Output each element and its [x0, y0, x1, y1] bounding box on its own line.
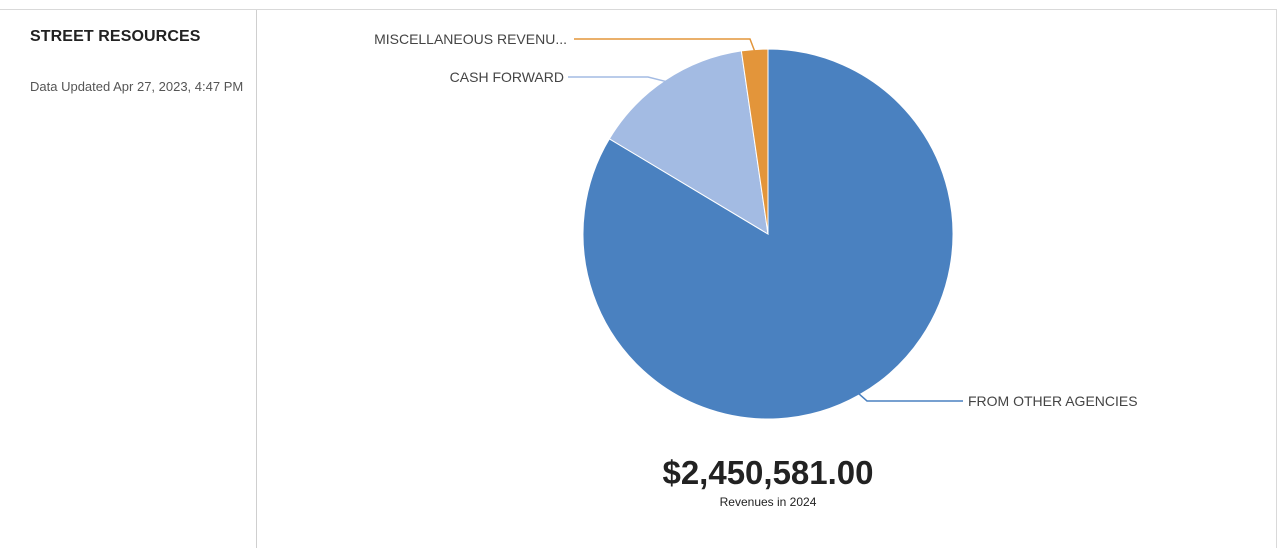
sidebar-title: STREET RESOURCES: [30, 28, 201, 45]
callout-line: [568, 76, 667, 83]
pie-chart: FROM OTHER AGENCIES CASH FORWARD MISCELLAN…: [374, 31, 1138, 420]
slice-label: CASH FORWARD: [450, 69, 564, 85]
chart-area: FROM OTHER AGENCIES CASH FORWARD MISCELLAN…: [258, 10, 1276, 548]
slice-label: FROM OTHER AGENCIES: [968, 393, 1138, 409]
data-updated-text: Data Updated Apr 27, 2023, 4:47 PM: [30, 79, 244, 94]
total-caption: Revenues in 2024: [719, 495, 817, 509]
pie-slice-cash-forward[interactable]: [608, 50, 769, 235]
sidebar: STREET RESOURCES Data Updated Apr 27, 20…: [0, 10, 257, 548]
panel-frame: [0, 9, 1277, 548]
total-revenue: $2,450,581.00: [662, 454, 874, 491]
slice-label: MISCELLANEOUS REVENU...: [374, 31, 567, 47]
callout-line: [574, 38, 756, 52]
callout-line: [857, 392, 963, 402]
